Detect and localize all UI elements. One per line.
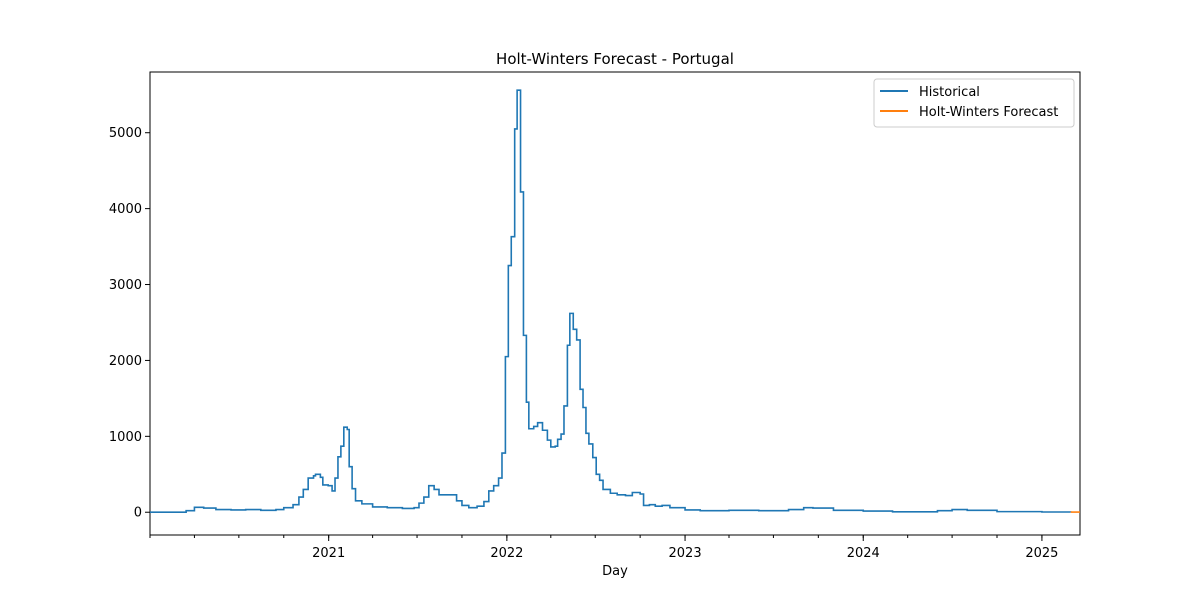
- chart-title: Holt-Winters Forecast - Portugal: [496, 50, 734, 68]
- y-tick-label: 5000: [109, 126, 142, 141]
- x-axis-label: Day: [602, 564, 628, 579]
- x-tick-label: 2024: [847, 546, 880, 561]
- x-axis: 2021 2022 2023 2024 2025: [149, 535, 1058, 561]
- y-tick-label: 4000: [109, 202, 142, 217]
- y-tick-label: 2000: [109, 354, 142, 369]
- x-tick-label: 2023: [669, 546, 702, 561]
- x-tick-label: 2022: [490, 546, 523, 561]
- legend: Historical Holt-Winters Forecast: [873, 78, 1075, 128]
- series-line-historical: [150, 89, 1072, 514]
- x-tick-label: 2025: [1025, 546, 1058, 561]
- y-tick-label: 1000: [109, 430, 142, 445]
- legend-label-historical: Historical: [919, 85, 980, 100]
- legend-label-forecast: Holt-Winters Forecast: [919, 105, 1058, 120]
- legend-box: [873, 78, 1075, 128]
- series-layer: [150, 89, 1080, 514]
- plot-frame: [149, 71, 1081, 536]
- y-tick-label: 0: [134, 506, 142, 521]
- x-tick-label: 2021: [312, 546, 345, 561]
- y-tick-label: 3000: [109, 278, 142, 293]
- y-axis: 0 1000 2000 3000 4000 5000: [109, 126, 150, 521]
